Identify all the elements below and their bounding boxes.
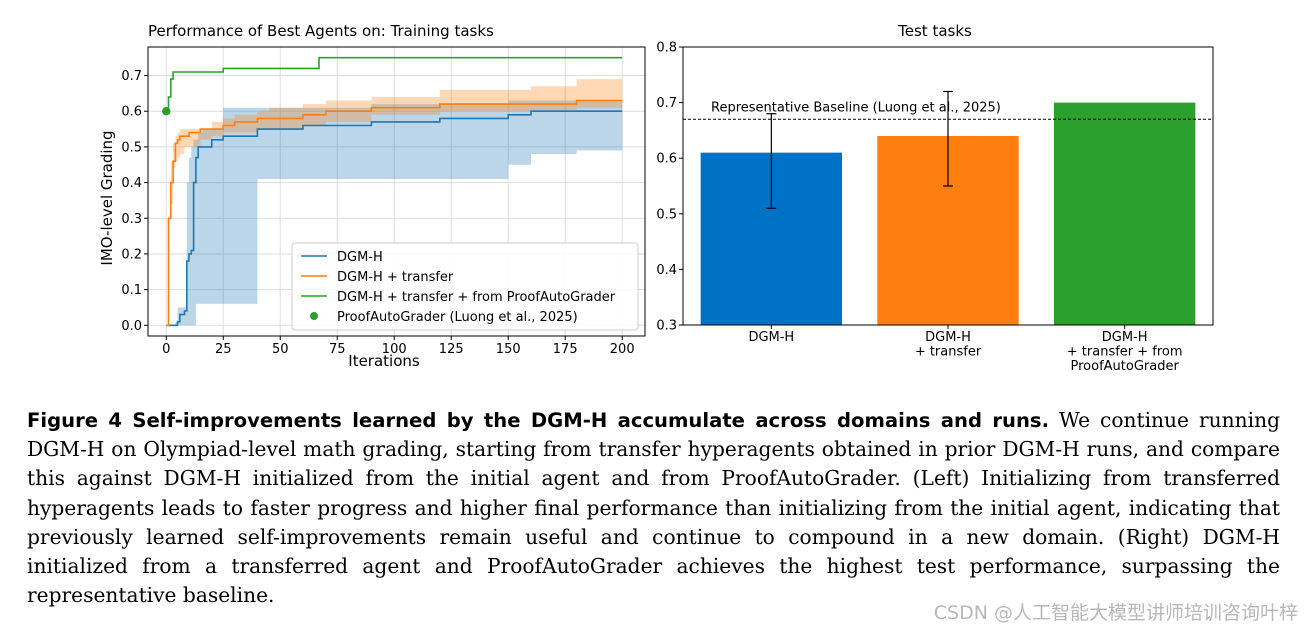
training-lines	[162, 56, 623, 327]
test-category-label: + transfer + from	[1067, 345, 1183, 360]
training-xtick-label: 75	[329, 342, 346, 357]
proofautograder-run-line	[166, 56, 623, 112]
training-plot-frame	[147, 46, 646, 337]
training-xtick-label: 0	[162, 342, 170, 357]
proofautograder-point	[162, 107, 171, 116]
test-category-label: + transfer	[915, 345, 982, 360]
training-ytick-label: 0.6	[121, 105, 142, 120]
figure-caption: Figure 4 Self-improvements learned by th…	[27, 406, 1280, 610]
training-xtick-label: 200	[610, 342, 635, 357]
training-xtick-label: 25	[215, 342, 232, 357]
training-xtick-label: 125	[439, 342, 464, 357]
legend-label-dgmh: DGM-H	[337, 250, 383, 265]
training-ytick-label: 0.5	[121, 140, 142, 155]
training-ytick-label: 0.2	[121, 247, 142, 262]
training-xlabel: Iterations	[348, 352, 420, 370]
test-ytick-label: 0.4	[656, 263, 677, 278]
caption-body: We continue running DGM-H on Olympiad-le…	[27, 408, 1281, 608]
legend-marker-proofautograder-point	[310, 312, 318, 320]
test-ytick-label: 0.6	[656, 152, 677, 167]
test-category-label: DGM-H	[748, 330, 794, 345]
training-ytick-label: 0.1	[121, 283, 142, 298]
dgmh-band	[166, 100, 623, 326]
training-ytick-label: 0.0	[121, 319, 142, 334]
legend-label-transfer: DGM-H + transfer	[337, 270, 454, 285]
test-baseline: Representative Baseline (Luong et al., 2…	[683, 100, 1213, 120]
test-chart-title: Test tasks	[897, 22, 972, 40]
training-ytick-label: 0.7	[121, 69, 142, 84]
test-ytick-label: 0.8	[656, 41, 677, 56]
legend-label-proofautograder-run: DGM-H + transfer + from ProofAutoGrader	[337, 290, 616, 305]
training-ytick-label: 0.3	[121, 212, 142, 227]
test-category-label: DGM-H	[925, 330, 971, 345]
test-ytick-label: 0.7	[656, 96, 677, 111]
training-legend: DGM-H DGM-H + transfer DGM-H + transfer …	[291, 242, 639, 331]
figure: Performance of Best Agents on: Training …	[98, 22, 1214, 374]
dgmh-line	[166, 110, 623, 327]
test-category-label: ProofAutoGrader	[1071, 359, 1180, 374]
training-ylabel: IMO-level Grading	[98, 130, 116, 265]
legend-box	[291, 242, 639, 331]
training-ytick-label: 0.4	[121, 176, 142, 191]
figure-canvas: Performance of Best Agents on: Training …	[98, 22, 1214, 374]
training-chart: Performance of Best Agents on: Training …	[98, 22, 646, 370]
training-xtick-label: 50	[272, 342, 289, 357]
transfer-line	[166, 99, 623, 327]
test-bar	[1054, 102, 1196, 325]
training-grid	[148, 47, 645, 336]
test-chart: Test tasks Representative Baseline (Luon…	[656, 22, 1214, 374]
test-ytick-label: 0.3	[656, 319, 677, 334]
test-bars	[700, 90, 1196, 325]
training-chart-title: Performance of Best Agents on: Training …	[148, 22, 494, 40]
test-ytick-label: 0.5	[656, 207, 677, 222]
baseline-label: Representative Baseline (Luong et al., 2…	[711, 100, 1001, 115]
caption-heading: Figure 4 Self-improvements learned by th…	[27, 409, 1050, 432]
training-xtick-label: 150	[496, 342, 521, 357]
training-ticks: 0 25 50 75 100 125 150 175 200 0.0 0.1 0.2 0.3 0.4 0.5…	[121, 69, 634, 357]
training-xtick-label: 100	[382, 342, 407, 357]
training-xtick-label: 175	[553, 342, 578, 357]
test-ticks: 0.3 0.4 0.5 0.6 0.7 0.8	[656, 41, 1126, 334]
watermark: CSDN @人工智能大模型讲师培训咨询叶梓	[933, 602, 1298, 624]
legend-label-proofautograder-point: ProofAutoGrader (Luong et al., 2025)	[337, 310, 578, 325]
test-category-label: DGM-H	[1102, 330, 1148, 345]
